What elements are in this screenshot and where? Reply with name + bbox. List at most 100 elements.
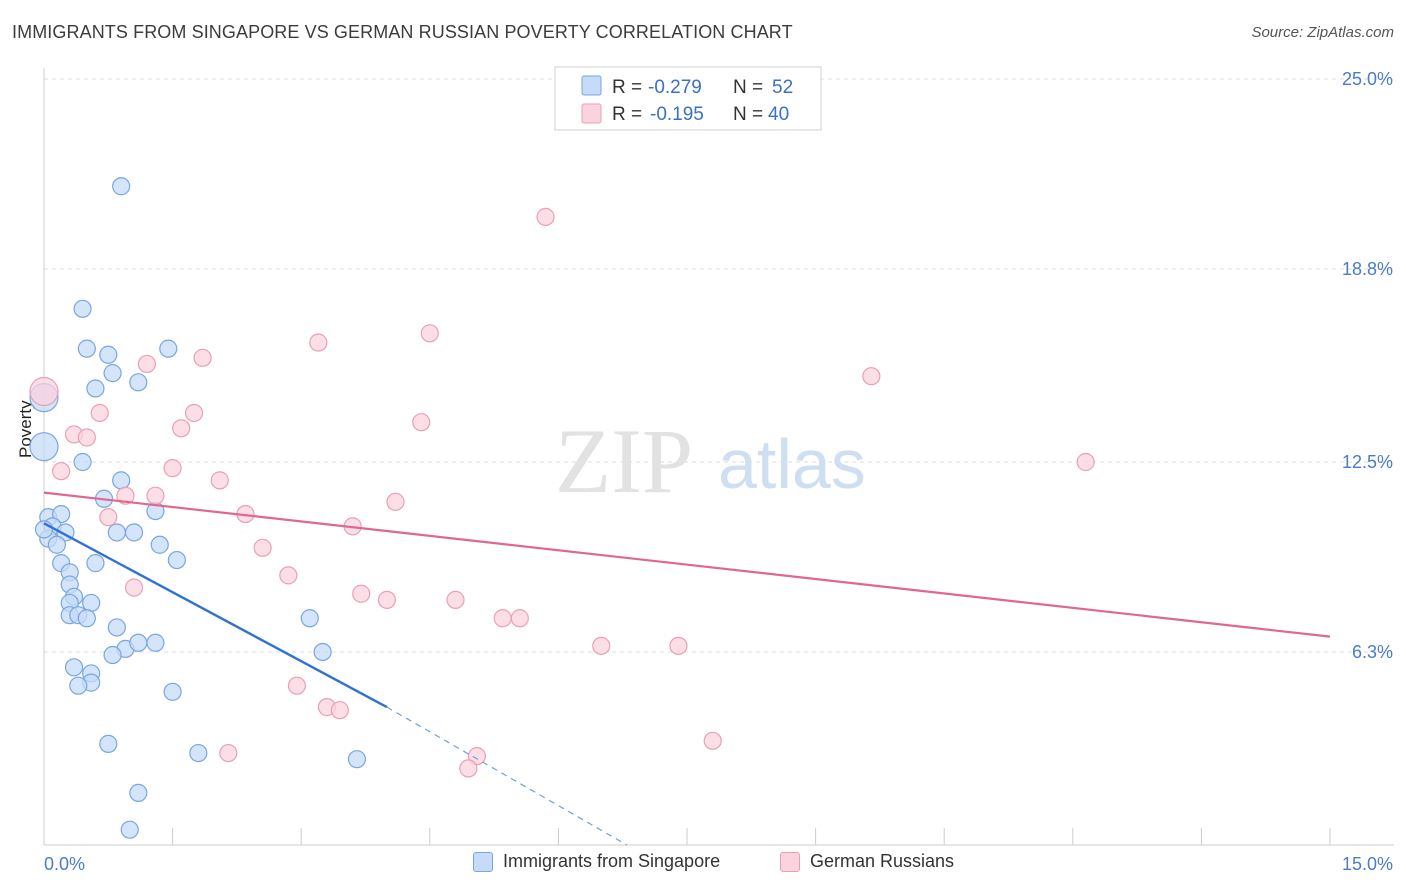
singapore-point-9	[29, 432, 59, 462]
stats-legend: R = -0.279 N = 52 R = -0.195 N = 40	[554, 66, 822, 131]
stats-legend-n-value-2: 40	[768, 104, 789, 125]
singapore-point-44	[69, 676, 88, 695]
singapore-point-23	[167, 550, 186, 570]
trend-lines	[43, 491, 1331, 846]
german-russian-point-5	[862, 367, 881, 386]
german-russian-point-31	[592, 636, 611, 655]
y-tick-label-3: 25.0%	[1342, 69, 1393, 89]
legend-item-german-russians[interactable]: German Russians	[780, 851, 954, 872]
singapore-point-34	[107, 618, 126, 637]
german-russian-point-14	[163, 459, 182, 478]
stats-legend-n-value-1: 52	[772, 77, 793, 98]
german-russian-point-8	[184, 403, 204, 423]
stats-legend-n-label-2: N =	[733, 104, 763, 125]
german-russian-point-2	[309, 333, 328, 352]
singapore-trend-line	[43, 522, 388, 709]
german-russian-point-17	[116, 486, 135, 505]
german-russian-point-29	[493, 609, 512, 628]
stats-legend-swatch-2	[581, 103, 602, 124]
watermark-zip: ZIP	[555, 410, 693, 512]
german-russian-point-26	[352, 584, 371, 603]
german-russian-point-13	[1076, 452, 1095, 472]
singapore-point-19	[124, 523, 144, 542]
stats-legend-r-label-1: R =	[612, 77, 642, 98]
singapore-point-22	[150, 535, 169, 554]
singapore-point-46	[99, 734, 118, 753]
legend-label-german-russians: German Russians	[810, 851, 955, 871]
tick-labels: 6.3% 12.5% 18.8% 25.0% 0.0% 15.0%	[44, 69, 1393, 874]
stats-legend-r-value-1: -0.279	[648, 77, 702, 98]
german-russian-point-19	[386, 492, 405, 511]
german-russian-point-6	[29, 376, 59, 407]
singapore-point-39	[103, 645, 122, 665]
watermark-atlas: atlas	[718, 425, 866, 503]
legend-swatch-german-russians	[780, 851, 800, 872]
singapore-point-3	[99, 345, 118, 364]
singapore-point-10	[73, 452, 92, 472]
singapore-trend-extension	[386, 706, 628, 846]
chart-title: IMMIGRANTS FROM SINGAPORE VS GERMAN RUSS…	[12, 22, 793, 42]
german-russian-point-24	[279, 566, 298, 585]
stats-legend-n-label-1: N =	[733, 77, 763, 98]
german-russian-point-32	[669, 636, 688, 655]
german-russian-point-39	[459, 759, 478, 778]
legend-label-singapore: Immigrants from Singapore	[503, 851, 721, 871]
singapore-point-38	[146, 633, 165, 652]
singapore-point-21	[47, 535, 66, 554]
german-russian-point-1	[420, 324, 439, 343]
singapore-point-1	[73, 299, 92, 318]
singapore-point-7	[129, 373, 148, 392]
german-russian-point-23	[253, 538, 272, 557]
singapore-point-25	[86, 554, 105, 573]
german-russian-point-35	[330, 701, 349, 720]
stats-legend-r-label-2: R =	[612, 104, 642, 125]
y-tick-label-1: 12.5%	[1342, 452, 1393, 472]
singapore-point-5	[103, 364, 122, 383]
german-russian-point-25	[124, 578, 144, 597]
german-russian-point-15	[52, 462, 71, 481]
singapore-point-41	[64, 658, 84, 677]
german-russian-point-0	[536, 207, 555, 226]
german-russian-point-36	[703, 731, 722, 750]
stats-legend-swatch-1	[581, 75, 602, 96]
source-credit: Source: ZipAtlas.com	[1251, 24, 1394, 41]
singapore-point-0	[112, 177, 131, 196]
singapore-point-45	[163, 682, 182, 701]
y-tick-label-0: 6.3%	[1352, 642, 1393, 662]
german-russian-point-9	[412, 413, 431, 432]
german-russian-point-21	[99, 508, 118, 527]
german-russian-point-10	[172, 419, 191, 438]
singapore-point-2	[77, 339, 96, 358]
german-russian-point-28	[446, 590, 465, 609]
data-points	[29, 177, 1095, 839]
singapore-point-30	[82, 593, 101, 613]
german-russian-point-7	[90, 403, 109, 423]
singapore-point-48	[347, 750, 367, 769]
german-russian-point-3	[193, 348, 212, 367]
x-tick-label-1: 15.0%	[1342, 854, 1393, 874]
x-tick-label-0: 0.0%	[44, 854, 85, 874]
singapore-point-40	[313, 642, 332, 662]
singapore-point-35	[300, 609, 319, 628]
singapore-point-4	[159, 339, 178, 358]
german-russian-point-16	[210, 471, 229, 490]
legend-swatch-singapore	[473, 851, 493, 872]
german-russian-point-33	[287, 676, 307, 695]
singapore-point-49	[129, 783, 148, 803]
singapore-point-18	[107, 523, 126, 542]
singapore-point-50	[120, 820, 139, 839]
singapore-point-6	[86, 379, 105, 398]
german-russian-point-27	[377, 590, 397, 609]
singapore-point-11	[112, 471, 131, 490]
german-russian-trend-line	[43, 491, 1331, 638]
legend-item-singapore[interactable]: Immigrants from Singapore	[473, 851, 720, 872]
gridlines	[44, 78, 1394, 653]
singapore-point-33	[77, 609, 96, 628]
singapore-point-47	[189, 743, 208, 763]
german-russian-point-37	[219, 743, 238, 763]
german-russian-point-4	[137, 354, 156, 374]
y-tick-label-2: 18.8%	[1342, 259, 1393, 279]
singapore-point-37	[129, 633, 148, 652]
stats-legend-r-value-2: -0.195	[650, 104, 704, 125]
german-russian-point-30	[510, 609, 529, 628]
